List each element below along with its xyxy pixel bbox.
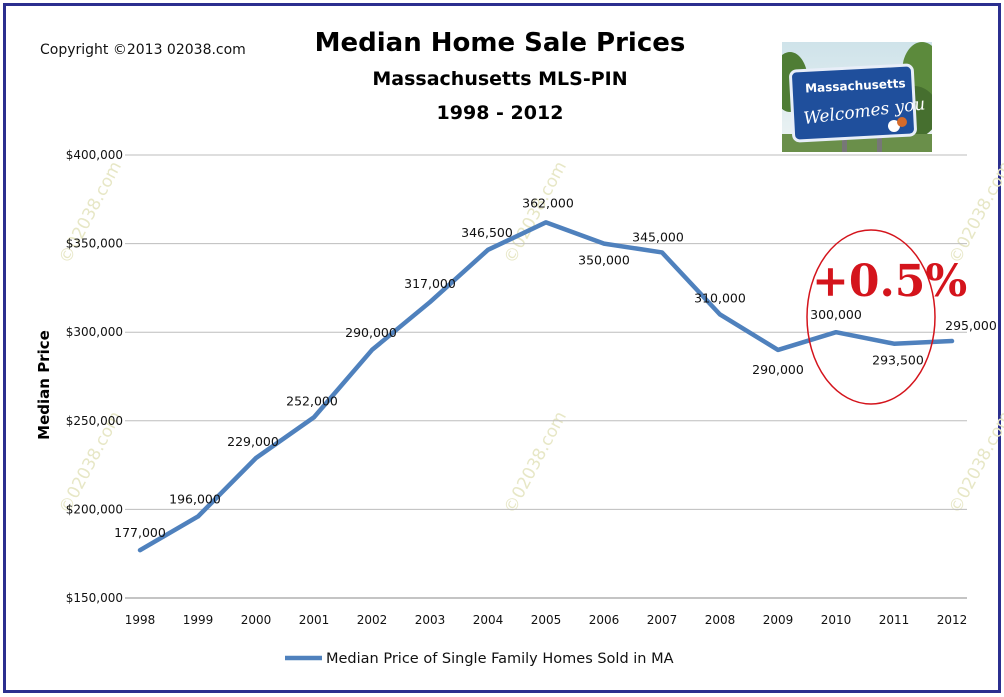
data-label-2005: 362,000: [522, 195, 574, 210]
x-axis-ticks: 1998 1999 2000 2001 2002 2003 2004 2005 2006 2007…: [125, 613, 968, 627]
x-tick-label-1998: 1998: [125, 613, 156, 627]
x-tick-label-2008: 2008: [705, 613, 736, 627]
data-label-2002: 290,000: [345, 325, 397, 340]
chart-title: Median Home Sale Prices: [314, 28, 686, 58]
y-tick-label: $150,000: [66, 591, 123, 605]
watermark-4: ©02038.com: [500, 408, 571, 517]
x-tick-label-2000: 2000: [241, 613, 272, 627]
massachusetts-welcome-sign-photo: Massachusetts Welcomes you: [782, 42, 932, 152]
data-label-2011: 293,500: [872, 353, 924, 368]
y-tick-label: $300,000: [66, 325, 123, 339]
chart-subtitle: Massachusetts MLS-PIN: [372, 68, 628, 90]
x-tick-label-2003: 2003: [415, 613, 446, 627]
x-tick-label-2007: 2007: [647, 613, 678, 627]
data-label-2000: 229,000: [227, 434, 279, 449]
watermark-5: ©02038.com: [945, 408, 1004, 517]
y-tick-label: $200,000: [66, 502, 123, 516]
data-label-2006: 350,000: [578, 253, 630, 268]
watermark-0: ©02038.com: [55, 158, 126, 267]
data-label-2003: 317,000: [404, 276, 456, 291]
legend-label: Median Price of Single Family Homes Sold…: [326, 651, 674, 667]
x-tick-label-2006: 2006: [589, 613, 620, 627]
y-tick-label: $250,000: [66, 414, 123, 428]
chart-year-range: 1998 - 2012: [436, 102, 564, 124]
data-label-2010: 300,000: [810, 307, 862, 322]
watermark-1: ©02038.com: [500, 158, 571, 267]
y-tick-label: $400,000: [66, 148, 123, 162]
x-tick-label-1999: 1999: [183, 613, 214, 627]
x-tick-label-2009: 2009: [763, 613, 794, 627]
sign-line1: Massachusetts: [805, 76, 906, 95]
x-tick-label-2011: 2011: [879, 613, 910, 627]
watermark-2: ©02038.com: [945, 158, 1004, 267]
x-tick-label-2002: 2002: [357, 613, 388, 627]
x-tick-label-2005: 2005: [531, 613, 562, 627]
data-label-2004: 346,500: [461, 225, 513, 240]
x-tick-label-2001: 2001: [299, 613, 330, 627]
x-tick-label-2004: 2004: [473, 613, 504, 627]
data-label-2007: 345,000: [632, 229, 684, 244]
data-label-2012: 295,000: [945, 318, 997, 333]
y-tick-label: $350,000: [66, 237, 123, 251]
data-label-2008: 310,000: [694, 290, 746, 305]
annotation-circle: +0.5%: [806, 229, 967, 405]
legend: Median Price of Single Family Homes Sold…: [285, 651, 674, 667]
gridlines: [125, 154, 967, 599]
data-label-2001: 252,000: [286, 393, 338, 408]
y-axis-ticks: $150,000 $200,000 $250,000 $300,000 $350,000…: [66, 148, 123, 605]
data-label-2009: 290,000: [752, 362, 804, 377]
series-line-median-price: [137, 220, 955, 553]
x-tick-label-2012: 2012: [937, 613, 968, 627]
data-label-1998: 177,000: [114, 525, 166, 540]
copyright-text: Copyright ©2013 02038.com: [40, 42, 246, 58]
data-label-1999: 196,000: [169, 491, 221, 506]
annotation-text: +0.5%: [812, 256, 967, 307]
data-labels: 177,000 196,000 229,000 252,000 290,000 317,0…: [114, 195, 997, 540]
x-tick-label-2010: 2010: [821, 613, 852, 627]
